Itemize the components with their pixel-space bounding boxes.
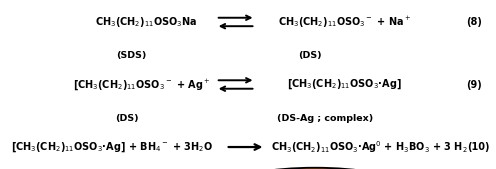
Text: (DS-Ag ; complex): (DS-Ag ; complex) [277, 114, 373, 123]
Text: [CH$_3$(CH$_2$)$_{11}$OSO$_3$·Ag]: [CH$_3$(CH$_2$)$_{11}$OSO$_3$·Ag] [287, 78, 402, 91]
Text: (9): (9) [466, 79, 482, 90]
Text: [CH$_3$(CH$_2$)$_{11}$OSO$_3$$^-$ + Ag$^+$: [CH$_3$(CH$_2$)$_{11}$OSO$_3$$^-$ + Ag$^… [72, 77, 210, 92]
Text: [CH$_3$(CH$_2$)$_{11}$OSO$_3$·Ag] + BH$_4$$^-$ + 3H$_2$O: [CH$_3$(CH$_2$)$_{11}$OSO$_3$·Ag] + BH$_… [10, 140, 213, 154]
Text: (10): (10) [467, 142, 490, 152]
Text: (8): (8) [466, 17, 482, 27]
Text: (SDS): (SDS) [116, 51, 147, 60]
Text: (DS): (DS) [115, 114, 138, 123]
Text: CH$_3$(CH$_2$)$_{11}$OSO$_3$·Ag$^0$ + H$_3$BO$_3$ + 3 H$_2$: CH$_3$(CH$_2$)$_{11}$OSO$_3$·Ag$^0$ + H$… [271, 139, 468, 155]
Ellipse shape [233, 168, 397, 169]
Text: CH$_3$(CH$_2$)$_{11}$OSO$_3$$^-$ + Na$^+$: CH$_3$(CH$_2$)$_{11}$OSO$_3$$^-$ + Na$^+… [278, 14, 411, 30]
Text: (DS): (DS) [298, 51, 322, 60]
Text: CH$_3$(CH$_2$)$_{11}$OSO$_3$Na: CH$_3$(CH$_2$)$_{11}$OSO$_3$Na [95, 15, 197, 29]
